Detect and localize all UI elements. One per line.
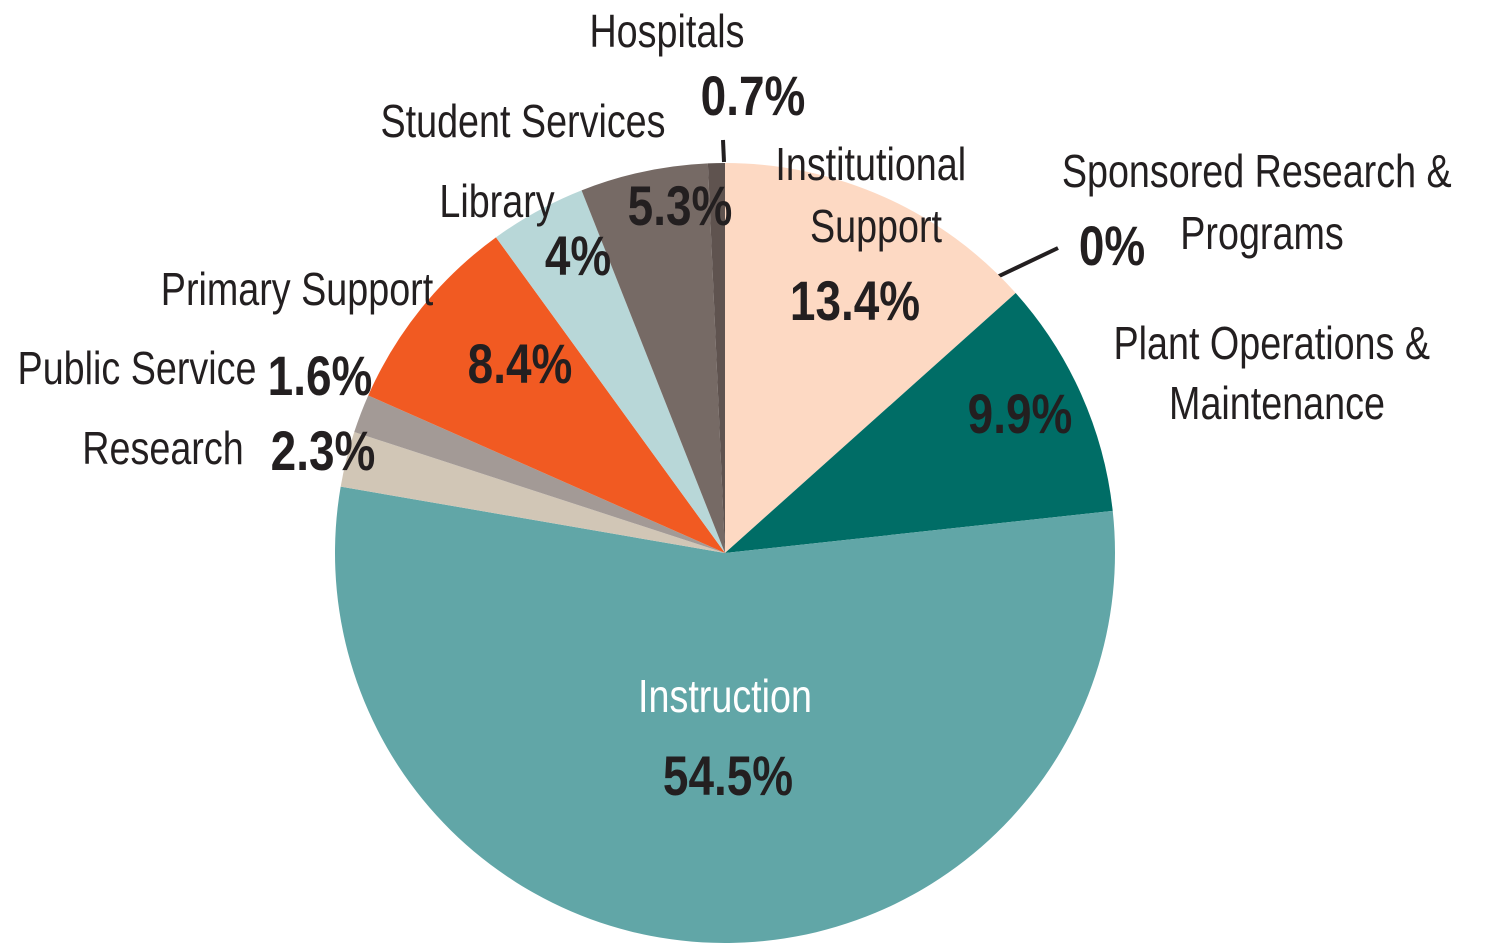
slice-name: Student Services xyxy=(380,96,665,147)
value-label: 9.9% xyxy=(968,382,1073,444)
pie-slice xyxy=(581,163,725,553)
name-line: Student Services xyxy=(380,96,665,147)
value-label: 0% xyxy=(1079,214,1145,276)
name-line: Institutional xyxy=(775,139,976,190)
value-label: 2.3% xyxy=(271,419,376,481)
value-label: 5.3% xyxy=(628,174,733,236)
name-line: Research xyxy=(82,423,243,474)
name-line: Primary Support xyxy=(161,264,434,315)
slice-name: Plant Operations & Maintenance xyxy=(1114,318,1441,429)
slice-name: Primary Support xyxy=(161,264,434,315)
name-line: Support xyxy=(810,201,942,252)
name-line: Plant Operations & xyxy=(1114,318,1441,369)
slice-name: Research xyxy=(82,423,243,474)
slice-name: Institutional Support xyxy=(775,139,976,252)
slice-name: Sponsored Research & Programs xyxy=(1062,146,1462,259)
name-line: Library xyxy=(439,176,554,227)
pie-slice xyxy=(707,163,725,553)
value-label: 0.7% xyxy=(701,64,806,126)
pie-slice xyxy=(495,190,725,553)
leader-line xyxy=(994,246,1059,280)
name-line: Programs xyxy=(1180,208,1343,259)
slice-name: Hospitals xyxy=(589,6,744,57)
slices xyxy=(335,163,1116,943)
pie-slice xyxy=(725,293,1113,553)
slice-name: Library xyxy=(439,176,554,227)
pie-slice xyxy=(368,237,725,553)
name-line: Public Service xyxy=(18,343,257,394)
name-line: Hospitals xyxy=(589,6,744,57)
slice-name: Public Service xyxy=(18,343,257,394)
pie-slice xyxy=(340,432,725,553)
leader-line xyxy=(721,139,726,163)
pie-slice xyxy=(725,163,1016,553)
value-label: 54.5% xyxy=(663,744,793,806)
value-label: 4% xyxy=(545,224,611,286)
value-label: 8.4% xyxy=(468,332,573,394)
value-label: 13.4% xyxy=(790,269,920,331)
name-line: Sponsored Research & xyxy=(1062,146,1462,197)
pie-slice xyxy=(335,486,1116,943)
pie-slice xyxy=(354,395,725,553)
slice-name: Instruction xyxy=(638,671,812,722)
name-line: Maintenance xyxy=(1169,378,1385,429)
name-line: Instruction xyxy=(638,671,812,722)
value-label: 1.6% xyxy=(268,344,373,406)
